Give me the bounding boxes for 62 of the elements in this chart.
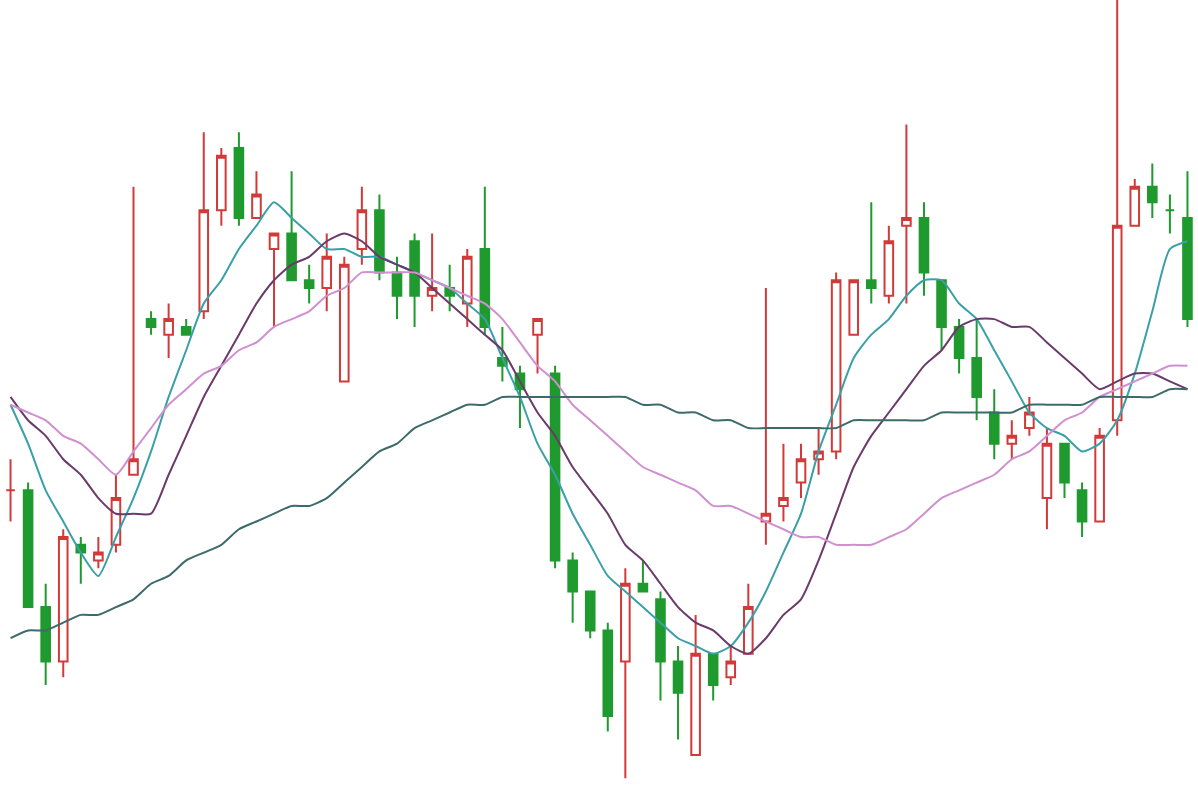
candlestick bbox=[620, 567, 631, 780]
candlestick bbox=[918, 201, 930, 297]
candlestick bbox=[584, 590, 596, 640]
candlestick bbox=[40, 582, 51, 686]
candlestick bbox=[532, 318, 543, 375]
candlestick bbox=[988, 388, 1000, 461]
candlestick bbox=[1182, 170, 1193, 328]
candlestick bbox=[22, 481, 34, 609]
candlestick bbox=[848, 279, 860, 336]
candlestick bbox=[637, 559, 649, 593]
candlestick bbox=[321, 232, 333, 313]
candlestick bbox=[286, 170, 297, 282]
candlestick bbox=[1041, 427, 1053, 531]
candlestick bbox=[5, 458, 16, 523]
candlestick bbox=[198, 131, 210, 321]
candlestick bbox=[1076, 481, 1088, 539]
candlestick bbox=[268, 232, 280, 328]
candlestick bbox=[883, 224, 895, 305]
candlestick bbox=[1094, 427, 1105, 523]
candlestick bbox=[1164, 193, 1176, 235]
candlestick bbox=[180, 318, 192, 336]
candlestick bbox=[655, 590, 666, 702]
candlestick bbox=[936, 279, 947, 352]
candlestick bbox=[672, 645, 684, 741]
candlestick bbox=[128, 185, 139, 476]
candlestick bbox=[953, 318, 965, 375]
candlestick bbox=[1129, 178, 1141, 227]
candlestick bbox=[1147, 162, 1158, 219]
candlestick bbox=[778, 442, 789, 523]
candlestick bbox=[479, 185, 491, 336]
candlestick bbox=[216, 146, 227, 227]
candlestick bbox=[865, 201, 877, 305]
candlestick bbox=[338, 255, 350, 383]
candlestick bbox=[391, 255, 403, 321]
candlestick bbox=[75, 536, 87, 585]
candlestick bbox=[1059, 442, 1070, 500]
candlestick bbox=[795, 442, 807, 500]
candlestick bbox=[145, 310, 157, 336]
candlestick bbox=[725, 645, 737, 686]
candlestick bbox=[233, 131, 245, 227]
candlestick bbox=[444, 263, 455, 313]
candlestick bbox=[57, 528, 69, 679]
candlestick bbox=[690, 613, 701, 756]
candlestick bbox=[760, 286, 772, 546]
candlestick bbox=[567, 551, 578, 624]
candlestick bbox=[356, 185, 368, 266]
candlestick bbox=[901, 123, 912, 305]
candlestick bbox=[461, 248, 473, 328]
candlestick bbox=[374, 193, 385, 282]
candlestick bbox=[163, 302, 174, 360]
candlestick bbox=[303, 263, 315, 305]
candlestick bbox=[409, 232, 420, 328]
candlestick bbox=[497, 325, 508, 383]
candlestick bbox=[602, 621, 614, 733]
candlestick bbox=[251, 170, 262, 219]
candlestick bbox=[426, 232, 438, 313]
candlestick bbox=[707, 652, 719, 702]
candlestick bbox=[830, 271, 842, 461]
candlestick bbox=[1024, 395, 1035, 437]
candlestick bbox=[93, 536, 104, 570]
candlestick bbox=[1006, 419, 1018, 461]
candlestick bbox=[971, 318, 982, 422]
